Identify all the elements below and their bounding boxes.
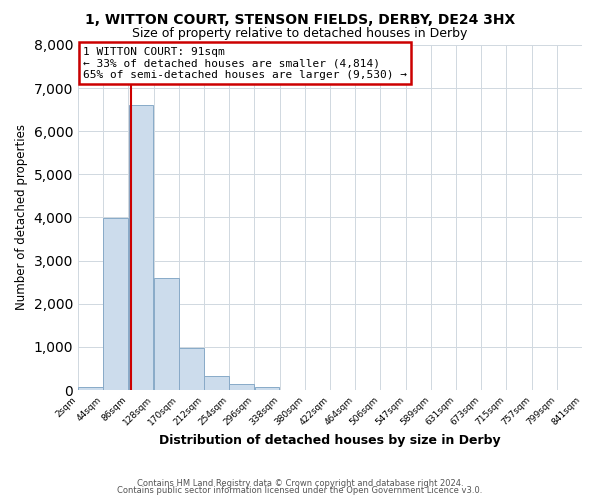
Bar xyxy=(254,386,280,390)
Bar xyxy=(179,348,204,390)
Text: Contains HM Land Registry data © Crown copyright and database right 2024.: Contains HM Land Registry data © Crown c… xyxy=(137,478,463,488)
Bar xyxy=(204,376,229,390)
X-axis label: Distribution of detached houses by size in Derby: Distribution of detached houses by size … xyxy=(159,434,501,447)
Bar xyxy=(103,218,128,390)
Text: 1, WITTON COURT, STENSON FIELDS, DERBY, DE24 3HX: 1, WITTON COURT, STENSON FIELDS, DERBY, … xyxy=(85,12,515,26)
Bar xyxy=(154,278,179,390)
Text: Contains public sector information licensed under the Open Government Licence v3: Contains public sector information licen… xyxy=(118,486,482,495)
Y-axis label: Number of detached properties: Number of detached properties xyxy=(15,124,28,310)
Bar xyxy=(229,384,254,390)
Bar xyxy=(78,387,103,390)
Text: Size of property relative to detached houses in Derby: Size of property relative to detached ho… xyxy=(133,28,467,40)
Bar xyxy=(128,106,154,390)
Text: 1 WITTON COURT: 91sqm
← 33% of detached houses are smaller (4,814)
65% of semi-d: 1 WITTON COURT: 91sqm ← 33% of detached … xyxy=(83,46,407,80)
